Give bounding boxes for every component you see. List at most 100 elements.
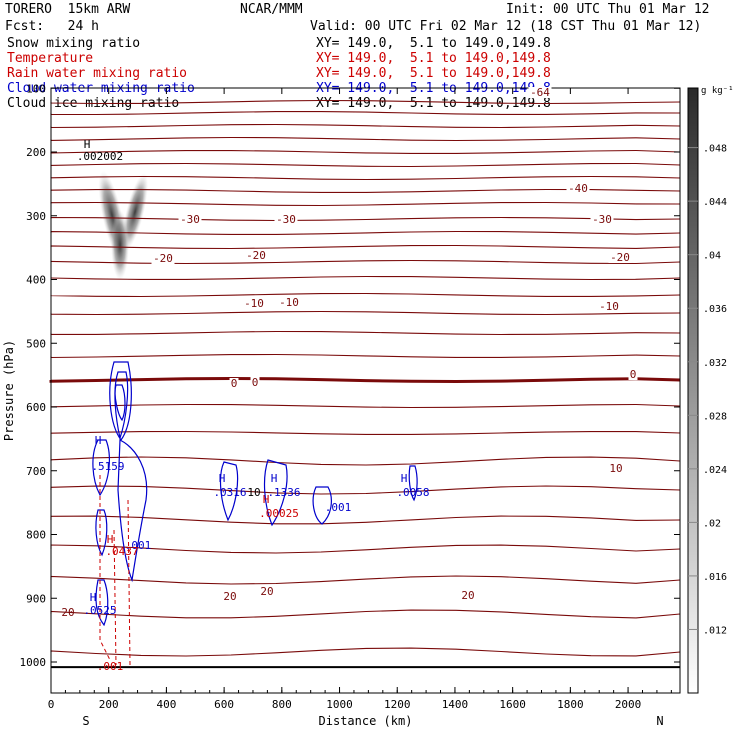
legend-temperature: Temperature <box>7 51 94 66</box>
cloud-water-label: .001 <box>325 501 352 514</box>
cloud-water-label: H <box>90 591 97 604</box>
rain-water-left-edge <box>99 475 111 661</box>
valid-time: Valid: 00 UTC Fri 02 Mar 12 (18 CST Thu … <box>310 19 702 34</box>
temperature-isoline <box>50 456 681 466</box>
x-tick-label: 2000 <box>615 698 642 711</box>
temperature-label-bg <box>628 369 638 380</box>
temperature-isoline <box>50 430 681 435</box>
temperature-isoline <box>50 575 681 585</box>
y-tick-label: 200 <box>26 146 46 159</box>
cloud-water-contours <box>92 361 418 627</box>
temperature-label-bg <box>277 297 301 308</box>
temperature-isoline <box>50 330 681 336</box>
cloud-water-ring-4 <box>92 439 110 497</box>
temperature-label: 0 <box>630 368 637 381</box>
legend-temperature-xy: XY= 149.0, 5.1 to 149.0,149.8 <box>316 51 551 66</box>
temperature-label-bg <box>274 214 298 225</box>
temperature-label-bg <box>151 253 175 264</box>
cloud-water-label: .5159 <box>91 460 124 473</box>
cloud-water-ring-9 <box>263 459 288 527</box>
temperature-label-bg <box>259 586 275 597</box>
temperature-label: 0 <box>252 376 259 389</box>
snow-max-marker: H <box>84 138 91 151</box>
colorbar-tick-label: .028 <box>703 411 727 422</box>
temperature-label: 10 <box>609 462 622 475</box>
cloud-water-ring-10 <box>312 486 332 525</box>
cloud-water-label: H <box>401 472 408 485</box>
temperature-label: 20 <box>260 585 273 598</box>
snow-max-value: .002002 <box>77 150 123 163</box>
snow-core <box>111 210 129 280</box>
plot-frame <box>50 87 681 694</box>
colorbar-tick-label: .044 <box>703 197 727 208</box>
temperature-isoline <box>50 609 681 619</box>
y-tick-label: 500 <box>26 337 46 350</box>
x-tick-label: 1200 <box>384 698 411 711</box>
y-tick-label: 800 <box>26 529 46 542</box>
cloud-water-label: .1336 <box>267 486 300 499</box>
y-axis-title: Pressure (hPa) <box>2 340 16 441</box>
cloud-water-label: .0316 <box>213 486 246 499</box>
temperature-isoline <box>50 353 681 359</box>
temperature-label: -30 <box>180 213 200 226</box>
temperature-isoline <box>50 175 681 181</box>
temperature-label-bg <box>590 214 614 225</box>
temperature-isoline <box>50 201 681 207</box>
y-tick-label: 900 <box>26 592 46 605</box>
rain-water-label: .0437 <box>105 545 138 558</box>
y-tick-label: 100 <box>26 82 46 95</box>
x-tick-label: 1800 <box>557 698 584 711</box>
temperature-label-bg <box>528 87 552 98</box>
temperature-label: -20 <box>610 251 630 264</box>
rain-water-right-edge <box>127 499 131 666</box>
temperature-label-bg <box>244 250 268 261</box>
temperature-isoline <box>50 111 681 116</box>
temperature-label: -20 <box>153 252 173 265</box>
temperature-label-bg <box>566 183 590 194</box>
legend-cloud-ice-xy: XY= 149.0, 5.1 to 149.0,149.8 <box>316 96 551 111</box>
south-label: S <box>82 714 89 728</box>
cloud-water-label: H <box>219 472 226 485</box>
forecast-hour: Fcst: 24 h <box>5 19 99 34</box>
rain-water-label: H <box>263 493 270 506</box>
temperature-label: 20 <box>61 606 74 619</box>
temperature-label: -10 <box>244 297 264 310</box>
temperature-label-bg <box>222 591 238 602</box>
rain-water-label: H <box>107 533 114 546</box>
center-title: NCAR/MMM <box>240 2 303 17</box>
cloud-water-label: H <box>271 472 278 485</box>
legend-snow: Snow mixing ratio <box>7 36 141 51</box>
temperature-label: -30 <box>592 213 612 226</box>
x-tick-label: 1400 <box>442 698 469 711</box>
colorbar <box>687 87 699 694</box>
temperature-label: -10 <box>279 296 299 309</box>
temperature-isoline <box>50 275 681 281</box>
legend-rain: Rain water mixing ratio <box>7 66 188 81</box>
snow-arm-right <box>121 173 149 251</box>
x-axis-title: Distance (km) <box>319 714 413 728</box>
north-label: N <box>656 714 663 728</box>
temperature-isoline <box>50 259 681 265</box>
temperature-isoline <box>50 310 681 316</box>
model-title: TORERO 15km ARW <box>5 2 131 17</box>
cloud-water-label: .0058 <box>396 486 429 499</box>
cloud-water-label: H <box>95 434 102 447</box>
temperature-isoline <box>50 162 681 168</box>
y-tick-label: 300 <box>26 210 46 223</box>
rain-water-inner <box>113 529 117 666</box>
y-tick-label: 700 <box>26 465 46 478</box>
x-tick-label: 0 <box>48 698 55 711</box>
x-tick-label: 400 <box>156 698 176 711</box>
cloud-water-label: .001 <box>125 539 152 552</box>
temperature-label: -10 <box>599 300 619 313</box>
rain-water-contours <box>99 475 131 666</box>
rain-water-label: .001 <box>97 660 124 673</box>
x-tick-label: 1000 <box>326 698 353 711</box>
temperature-isoline <box>50 136 681 142</box>
legend-snow-xy: XY= 149.0, 5.1 to 149.0,149.8 <box>316 36 551 51</box>
x-tick-label: 600 <box>214 698 234 711</box>
temperature-isoline <box>50 99 681 105</box>
legend-rain-xy: XY= 149.0, 5.1 to 149.0,149.8 <box>316 66 551 81</box>
x-tick-label: 200 <box>99 698 119 711</box>
